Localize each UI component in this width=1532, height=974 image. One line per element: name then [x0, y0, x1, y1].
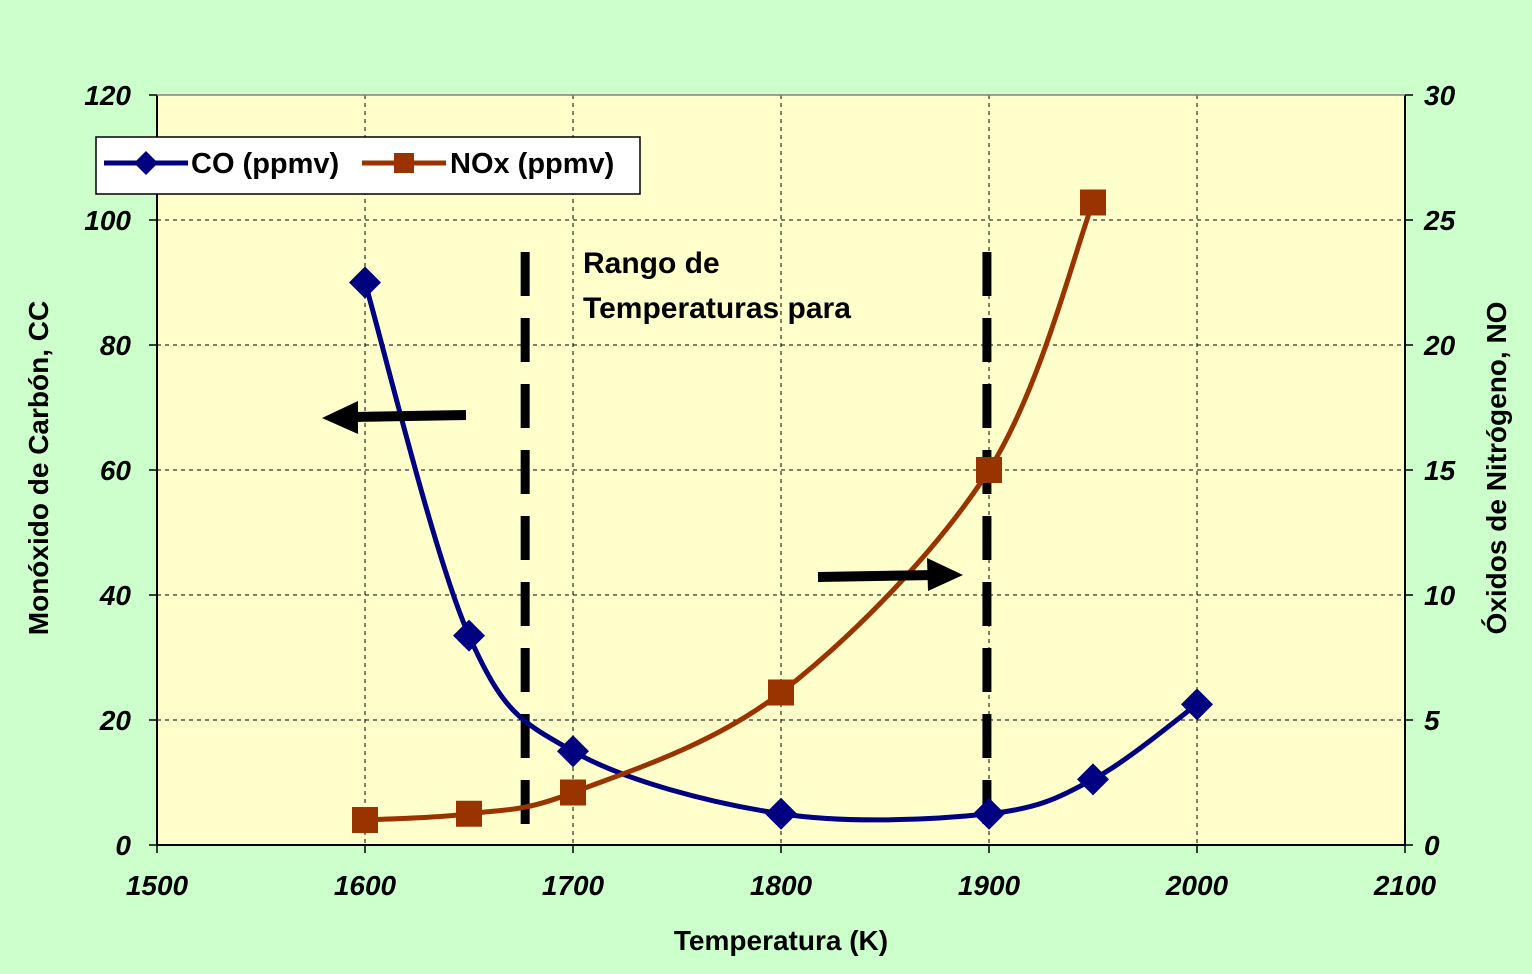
y-tick-label: 20 [99, 705, 132, 736]
data-point-nox [456, 800, 482, 827]
axis-arrows [322, 401, 963, 591]
y2-tick-label: 20 [1423, 330, 1456, 361]
data-point-co [765, 797, 797, 830]
legend-co-marker [134, 151, 158, 175]
y2-tick-label: 30 [1424, 80, 1456, 111]
y-tick-label: 80 [100, 330, 132, 361]
y2-tick-label: 5 [1424, 705, 1440, 736]
y-tick-label: 120 [84, 80, 131, 111]
range-annotation-line2: Temperaturas para [583, 292, 851, 325]
data-point-nox [1080, 189, 1106, 216]
series-line-co [362, 281, 1199, 823]
y2-tick-label: 15 [1424, 455, 1456, 486]
data-point-nox [768, 679, 794, 706]
data-point-nox [976, 457, 1002, 483]
y2-axis-title: Óxidos de Nitrógeno, NO [1481, 302, 1512, 635]
data-point-nox [352, 807, 378, 833]
legend-nox-marker [394, 153, 414, 173]
data-point-co [973, 797, 1005, 830]
x-tick-label: 2000 [1165, 870, 1229, 901]
y-axis-title: Monóxido de Carbón, CC [23, 301, 54, 635]
axes: 0 20 40 60 80 100 120 0 5 10 15 20 25 30 1500 1600 1700 1… [84, 80, 1455, 901]
temperature-range-lines [520, 252, 992, 845]
x-axis-title: Temperatura (K) [674, 925, 888, 956]
data-point-co [1077, 763, 1109, 796]
y2-tick-label: 0 [1424, 830, 1440, 861]
left-axis-arrow-shaft [351, 410, 467, 422]
left-axis-arrow-head [322, 401, 358, 434]
y-tick-label: 100 [84, 205, 131, 236]
right-axis-arrow-head [927, 558, 963, 591]
x-tick-label: 2100 [1373, 870, 1437, 901]
y2-tick-label: 25 [1423, 205, 1456, 236]
series [349, 189, 1213, 833]
data-point-co [453, 619, 485, 652]
data-point-co [557, 735, 589, 768]
y-tick-label: 0 [115, 830, 131, 861]
range-annotation-line1: Rango de [583, 247, 720, 280]
y-tick-label: 60 [100, 455, 132, 486]
data-point-co [1181, 688, 1213, 721]
x-tick-label: 1800 [750, 870, 813, 901]
x-tick-label: 1600 [334, 870, 397, 901]
right-axis-arrow-shaft [817, 570, 936, 582]
y2-tick-label: 10 [1424, 580, 1456, 611]
y-tick-label: 40 [99, 580, 132, 611]
x-tick-label: 1900 [958, 870, 1021, 901]
data-point-nox [560, 779, 586, 806]
data-point-co [349, 266, 381, 299]
legend: CO (ppmv) NOx (ppmv) [95, 136, 641, 195]
legend-nox-label: NOx (ppmv) [450, 148, 614, 180]
legend-co-label: CO (ppmv) [191, 148, 339, 180]
x-tick-label: 1700 [542, 870, 605, 901]
x-tick-label: 1500 [126, 870, 189, 901]
